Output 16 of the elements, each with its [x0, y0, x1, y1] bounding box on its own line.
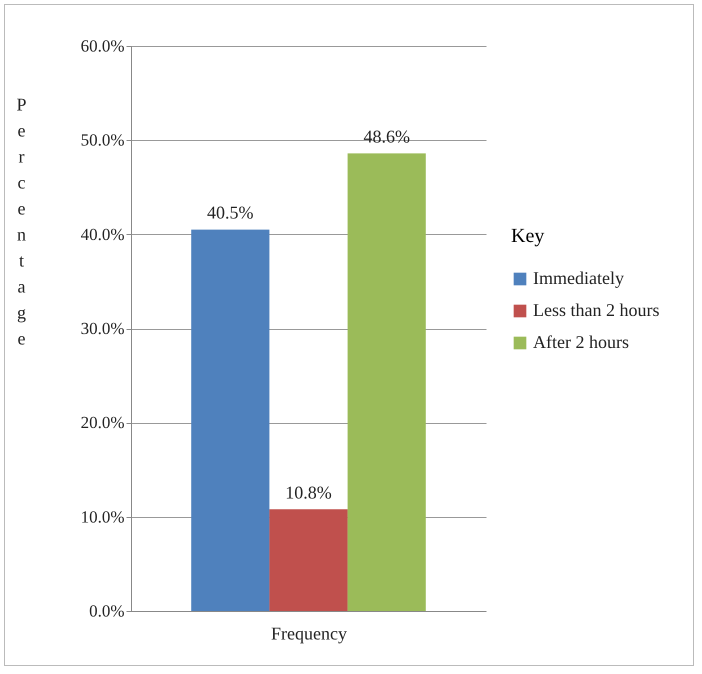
y-tick-label: 0.0%: [89, 602, 124, 620]
data-label: 48.6%: [363, 126, 410, 146]
y-tick-label: 10.0%: [80, 507, 124, 526]
y-tick-label: 30.0%: [80, 319, 124, 338]
y-tick-label: 40.0%: [80, 224, 124, 244]
x-axis-title: Frequency: [271, 624, 347, 644]
legend-label: Less than 2 hours: [533, 300, 660, 320]
legend-label: After 2 hours: [533, 332, 629, 352]
y-tick-label: 20.0%: [80, 413, 124, 432]
data-label: 10.8%: [285, 482, 332, 502]
y-tick-label: 50.0%: [80, 130, 124, 150]
legend-title: Key: [511, 225, 544, 247]
y-tick-label: 60.0%: [80, 36, 124, 56]
text: Percentage: [16, 94, 27, 348]
legend-label: Immediately: [533, 268, 624, 288]
data-label: 40.5%: [207, 202, 254, 223]
